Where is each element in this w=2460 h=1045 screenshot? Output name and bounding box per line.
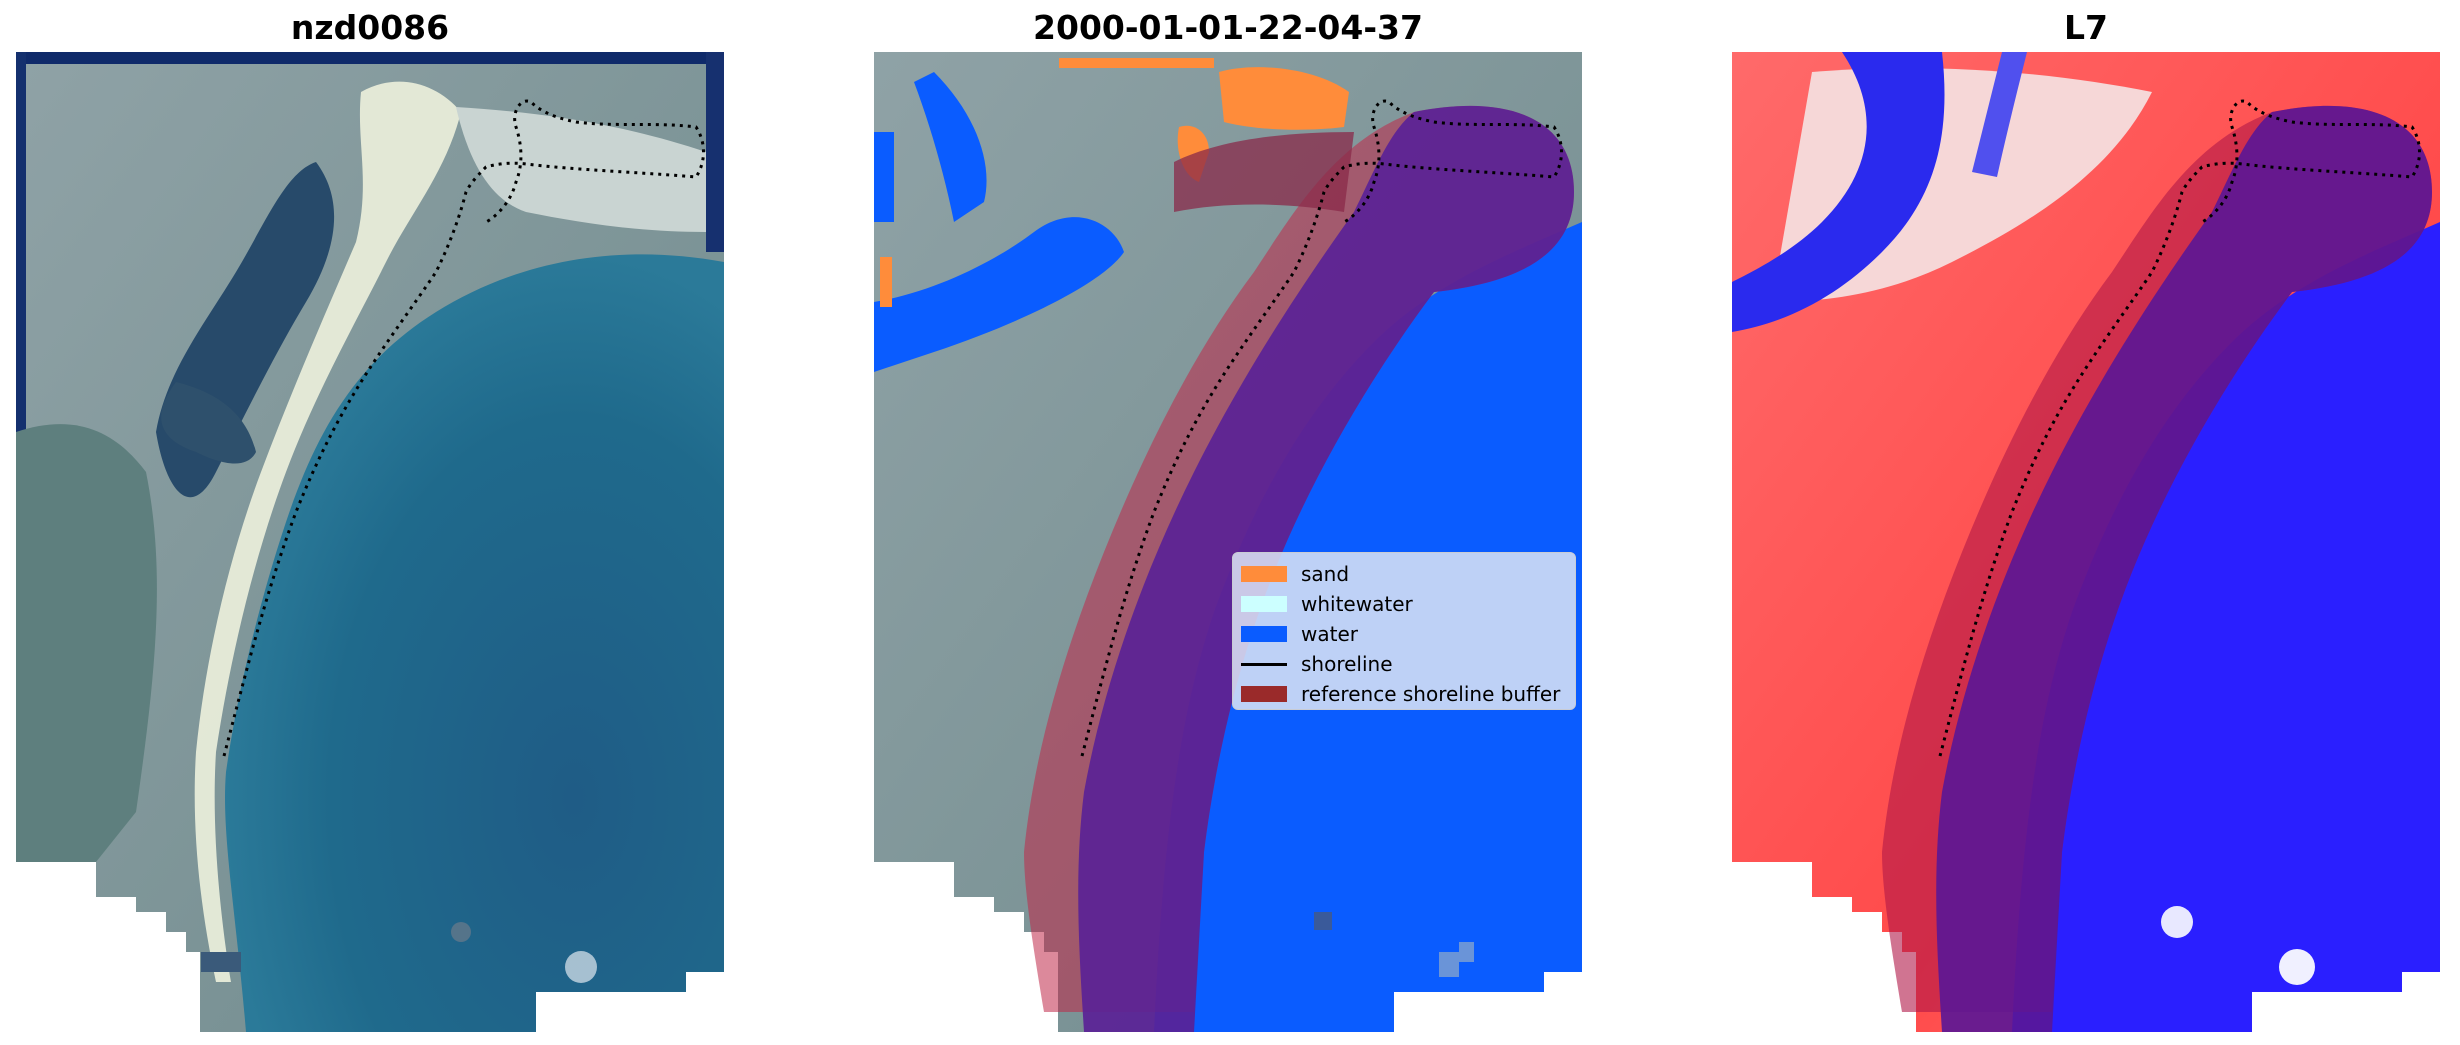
legend-item-shoreline: shoreline: [1241, 649, 1567, 679]
legend-label-sand: sand: [1301, 562, 1350, 586]
classification-panel: [874, 52, 1582, 1032]
legend-item-water: water: [1241, 619, 1567, 649]
index-panel: [1732, 52, 2440, 1032]
shoreline-swatch: [1241, 662, 1287, 666]
legend-item-sand: sand: [1241, 559, 1567, 589]
rgb-satellite-image: [16, 52, 724, 1032]
classification-image: [874, 52, 1582, 1032]
whitewater-swatch: [1241, 596, 1287, 612]
legend-label-whitewater: whitewater: [1301, 592, 1413, 616]
legend-label-water: water: [1301, 622, 1358, 646]
panel-title-middle: 2000-01-01-22-04-37: [1033, 8, 1423, 47]
buffer-swatch: [1241, 686, 1287, 702]
legend-item-whitewater: whitewater: [1241, 589, 1567, 619]
index-image: [1732, 52, 2440, 1032]
shoreline-line-right: [1938, 99, 2421, 757]
shoreline-line-middle: [1080, 99, 1563, 757]
sand-class-region: [1059, 58, 1214, 68]
sand-swatch: [1241, 566, 1287, 582]
legend: sand whitewater water shoreline referenc…: [1232, 552, 1576, 710]
shoreline-line-left: [222, 99, 705, 757]
rgb-image-panel: [16, 52, 724, 1032]
water-swatch: [1241, 626, 1287, 642]
legend-label-buffer: reference shoreline buffer: [1301, 682, 1561, 706]
panel-title-left: nzd0086: [290, 8, 450, 47]
legend-item-buffer: reference shoreline buffer: [1241, 679, 1567, 709]
legend-label-shoreline: shoreline: [1301, 652, 1393, 676]
panel-title-right: L7: [2064, 8, 2108, 47]
